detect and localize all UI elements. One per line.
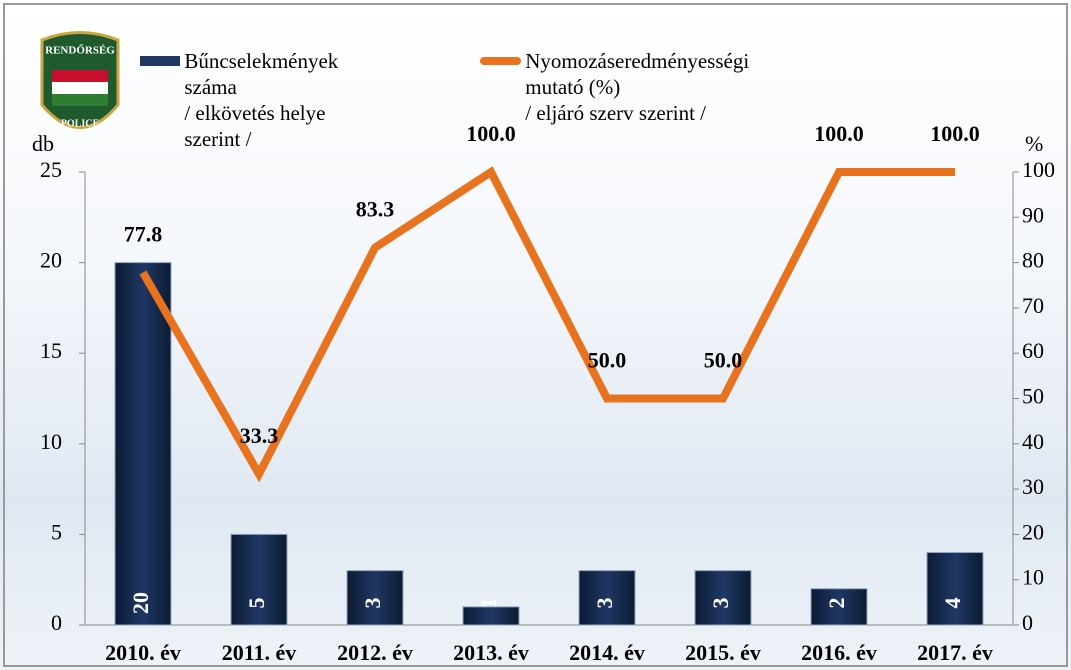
- x-tick-label: 2016. év: [801, 640, 877, 665]
- bar: [346, 570, 404, 626]
- y2-tick-label: 0: [1022, 610, 1033, 635]
- bar: [578, 570, 636, 626]
- x-tick-label: 2015. év: [685, 640, 761, 665]
- bar: [810, 588, 868, 626]
- x-tick-label: 2014. év: [569, 640, 645, 665]
- legend-swatch: [140, 56, 181, 66]
- logo: RENDŐRSÉG POLICE: [40, 31, 120, 129]
- y2-tick-label: 50: [1022, 384, 1044, 409]
- legend-item: Bűncselekmények száma / elkövetés helye …: [140, 48, 350, 152]
- logo-bottom: POLICE: [61, 118, 100, 129]
- y2-axis-label: %: [1025, 131, 1043, 156]
- x-tick-label: 2017. év: [917, 640, 993, 665]
- y2-tick-label: 100: [1022, 157, 1055, 182]
- bar: [462, 606, 520, 626]
- y-tick-label: 10: [40, 429, 62, 454]
- line-value-label: 33.3: [240, 423, 279, 448]
- x-tick-label: 2013. év: [453, 640, 529, 665]
- line-value-label: 100.0: [466, 121, 516, 146]
- bar-value-label: 4: [940, 598, 965, 609]
- bar: [114, 262, 172, 626]
- line-value-label: 83.3: [356, 197, 395, 222]
- bar-value-label: 1: [476, 598, 501, 609]
- y2-tick-label: 30: [1022, 474, 1044, 499]
- line-value-label: 77.8: [124, 222, 163, 247]
- bar: [230, 533, 288, 626]
- bar-value-label: 3: [708, 598, 733, 609]
- legend-label: Bűncselekmények száma / elkövetés helye …: [184, 49, 339, 151]
- legend-label: Nyomozáseredményességi mutató (%) / eljá…: [525, 49, 750, 125]
- legend-swatch: [480, 57, 522, 65]
- x-tick-label: 2011. év: [222, 640, 297, 665]
- frame: [3, 3, 1068, 667]
- y2-tick-label: 90: [1022, 202, 1044, 227]
- y-tick-label: 15: [40, 338, 62, 363]
- line: [139, 166, 955, 483]
- bar-value-label: 5: [244, 598, 269, 609]
- y-tick-label: 25: [40, 157, 62, 182]
- bar: [926, 552, 984, 626]
- y-tick-label: 5: [51, 519, 62, 544]
- line-value-label: 100.0: [930, 121, 980, 146]
- bar-value-label: 3: [592, 598, 617, 609]
- y2-tick-label: 70: [1022, 293, 1044, 318]
- x-tick-label: 2010. év: [105, 640, 181, 665]
- y2-tick-label: 80: [1022, 248, 1044, 273]
- bar-value-label: 3: [360, 598, 385, 609]
- line-value-label: 50.0: [704, 348, 743, 373]
- y2-tick-label: 20: [1022, 519, 1044, 544]
- line-value-label: 100.0: [814, 121, 864, 146]
- y-axis-label: db: [32, 131, 54, 156]
- line-value-label: 50.0: [588, 348, 627, 373]
- y-tick-label: 20: [40, 248, 62, 273]
- bar-value-label: 20: [128, 592, 153, 614]
- y2-tick-label: 10: [1022, 565, 1044, 590]
- y-tick-label: 0: [51, 610, 62, 635]
- bar-value-label: 2: [824, 598, 849, 609]
- y2-tick-label: 60: [1022, 338, 1044, 363]
- logo-top: RENDŐRSÉG: [45, 45, 115, 57]
- bar: [694, 570, 752, 626]
- legend-item: Nyomozáseredményességi mutató (%) / eljá…: [480, 48, 764, 126]
- x-tick-label: 2012. év: [337, 640, 413, 665]
- y2-tick-label: 40: [1022, 429, 1044, 454]
